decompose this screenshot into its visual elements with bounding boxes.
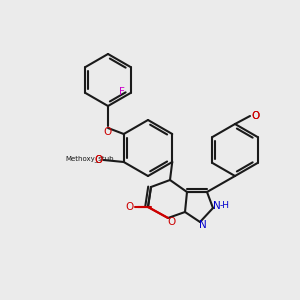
Text: N: N bbox=[213, 201, 221, 211]
Text: O: O bbox=[94, 155, 103, 165]
Text: F: F bbox=[118, 87, 124, 97]
Text: N: N bbox=[199, 220, 207, 230]
Text: Methoxy_stub: Methoxy_stub bbox=[65, 156, 114, 162]
Text: -H: -H bbox=[220, 202, 230, 211]
Text: O: O bbox=[94, 155, 103, 165]
Text: O: O bbox=[251, 111, 259, 121]
Text: O: O bbox=[104, 127, 112, 137]
Text: O: O bbox=[126, 202, 134, 212]
Text: O: O bbox=[251, 111, 259, 121]
Text: O: O bbox=[167, 217, 175, 227]
